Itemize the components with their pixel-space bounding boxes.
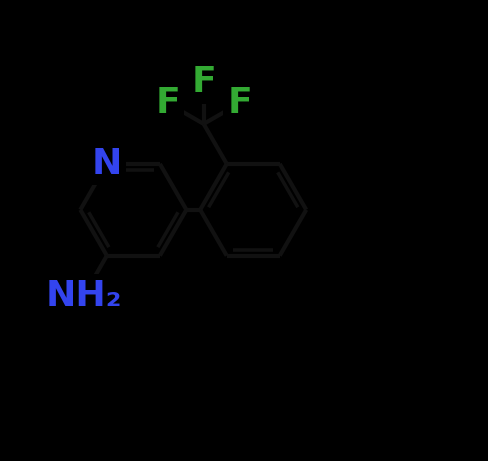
Text: F: F [191,65,216,100]
Text: F: F [155,86,180,120]
Text: N: N [92,147,122,181]
Text: F: F [227,86,252,120]
Text: NH₂: NH₂ [45,278,122,313]
